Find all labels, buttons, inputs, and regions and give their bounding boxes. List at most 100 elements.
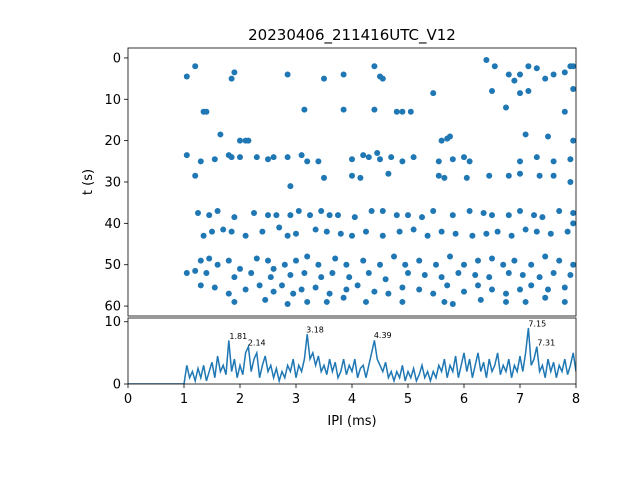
point xyxy=(267,274,274,281)
point xyxy=(363,228,369,235)
point xyxy=(424,232,431,239)
point xyxy=(461,261,467,268)
point xyxy=(279,282,285,289)
point xyxy=(489,212,495,219)
point xyxy=(337,230,344,237)
point xyxy=(542,75,549,82)
point xyxy=(214,261,221,268)
point xyxy=(435,172,442,179)
point xyxy=(265,212,271,219)
point xyxy=(461,154,467,161)
point xyxy=(371,63,378,70)
point xyxy=(301,269,308,276)
x-tick-label: 0 xyxy=(124,392,132,407)
point xyxy=(270,288,277,295)
annotation: 4.39 xyxy=(374,331,392,340)
point xyxy=(519,272,526,279)
point xyxy=(466,207,473,214)
point xyxy=(475,257,481,264)
point xyxy=(251,210,257,217)
point xyxy=(312,226,319,233)
point xyxy=(570,210,576,217)
point xyxy=(340,71,347,78)
point xyxy=(284,232,291,239)
point xyxy=(444,282,451,289)
point xyxy=(365,269,372,276)
point xyxy=(225,290,232,297)
point xyxy=(388,154,395,161)
point xyxy=(382,276,389,283)
point xyxy=(183,152,190,159)
x-tick-label: 6 xyxy=(460,392,468,407)
point xyxy=(340,294,347,301)
point xyxy=(379,207,386,214)
point xyxy=(321,174,327,181)
point xyxy=(564,228,571,235)
point xyxy=(231,214,238,221)
point xyxy=(242,286,249,293)
point xyxy=(561,108,568,115)
point xyxy=(393,212,400,219)
point xyxy=(360,257,367,264)
point xyxy=(570,85,576,92)
point xyxy=(192,172,199,179)
x-tick-label: 1 xyxy=(180,392,188,407)
point xyxy=(483,230,490,237)
point xyxy=(245,137,252,144)
point xyxy=(298,152,305,159)
point xyxy=(385,170,392,177)
point xyxy=(570,63,576,70)
point xyxy=(326,290,333,297)
point xyxy=(183,269,190,276)
point xyxy=(489,255,495,262)
point xyxy=(542,253,549,260)
point xyxy=(567,179,574,185)
point xyxy=(211,156,218,163)
point xyxy=(483,56,490,63)
point xyxy=(550,71,557,78)
point xyxy=(197,257,204,264)
point xyxy=(340,106,347,113)
point xyxy=(349,172,355,179)
point xyxy=(354,282,361,289)
point xyxy=(318,207,325,214)
point xyxy=(357,174,364,181)
point xyxy=(242,232,249,239)
point xyxy=(407,108,414,115)
point xyxy=(220,226,227,233)
point xyxy=(237,154,243,161)
point xyxy=(343,261,350,268)
x-tick-label: 8 xyxy=(572,392,580,407)
point xyxy=(315,261,322,268)
point xyxy=(455,269,462,276)
point xyxy=(295,207,302,214)
point xyxy=(346,274,353,281)
point xyxy=(225,257,232,264)
point xyxy=(486,172,493,179)
point xyxy=(248,269,255,276)
point xyxy=(206,212,213,219)
point xyxy=(211,284,218,291)
point xyxy=(517,71,523,78)
point xyxy=(385,290,392,297)
point xyxy=(570,261,576,268)
point xyxy=(550,269,557,276)
point xyxy=(287,272,294,279)
point xyxy=(396,228,403,235)
point xyxy=(343,286,350,293)
point xyxy=(259,228,266,235)
point xyxy=(556,207,563,214)
point xyxy=(421,272,428,279)
axes-frame xyxy=(127,317,577,385)
point xyxy=(349,232,355,239)
point xyxy=(287,212,294,219)
point xyxy=(522,298,529,305)
point xyxy=(567,272,574,279)
chart-title: 20230406_211416UTC_V12 xyxy=(248,26,456,45)
point xyxy=(276,224,283,231)
point xyxy=(505,212,512,219)
point xyxy=(287,183,294,190)
point xyxy=(265,257,271,264)
